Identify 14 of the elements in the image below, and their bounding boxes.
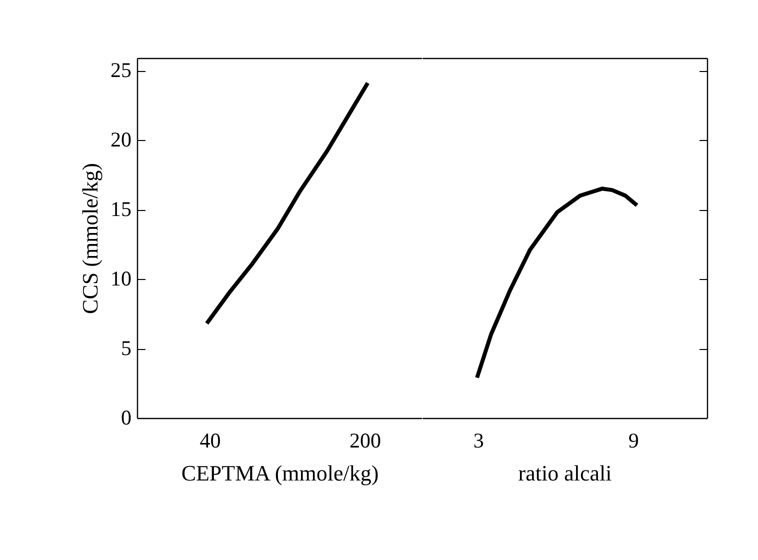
- y-tick-label: 0: [121, 406, 132, 430]
- x-axis-title: ratio alcali: [518, 460, 612, 486]
- x-axis-title: CEPTMA (mmole/kg): [181, 460, 379, 486]
- line-series: [204, 81, 370, 326]
- y-tick-label: 5: [121, 336, 132, 360]
- y-tick-label: 15: [110, 197, 132, 222]
- y-axis-title: CCS (mmole/kg): [78, 163, 102, 314]
- y-tick-label: 10: [110, 266, 132, 291]
- x-tick-label: 9: [628, 428, 639, 452]
- x-tick-label: 200: [350, 428, 382, 452]
- x-tick-label: 40: [200, 428, 221, 452]
- y-tick-label: 20: [110, 128, 132, 152]
- y-tick-label: 25: [110, 58, 132, 82]
- x-tick-label: 3: [473, 428, 484, 452]
